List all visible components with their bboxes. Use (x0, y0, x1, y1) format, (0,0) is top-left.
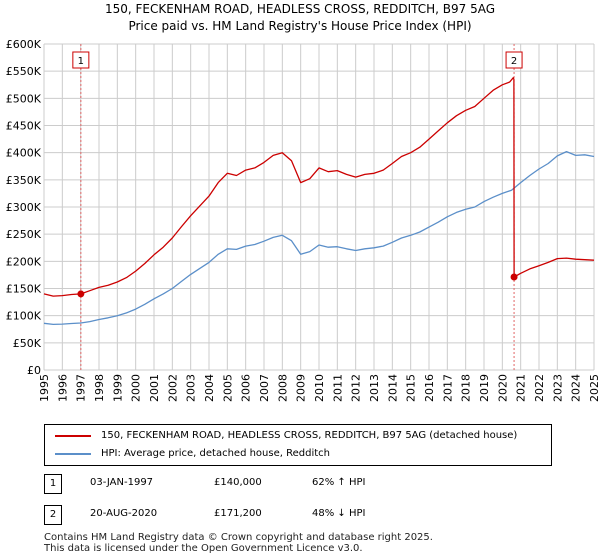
property-series-line (43, 77, 595, 297)
y-tick-label: £300K (6, 201, 42, 214)
sale-point (77, 290, 85, 298)
x-tick-label: 2013 (368, 374, 381, 402)
x-tick-label: 2015 (405, 374, 418, 402)
legend-item-hpi: HPI: Average price, detached house, Redd… (45, 445, 551, 463)
legend-swatch-property (55, 435, 91, 437)
x-axis: 1995 1996 1997 1998 1999 2000 2001 2002 2003 2004… (38, 374, 600, 402)
sale-row: 2 20-AUG-2020 £171,200 48% ↓ HPI (44, 505, 564, 525)
sale-row: 1 03-JAN-1997 £140,000 62% ↑ HPI (44, 474, 564, 494)
y-tick-label: £400K (6, 147, 42, 160)
y-tick-label: £550K (6, 65, 42, 78)
y-tick-label: £500K (6, 92, 42, 105)
x-tick-label: 2016 (423, 374, 436, 402)
x-tick-label: 2005 (221, 374, 234, 402)
x-tick-label: 2012 (350, 374, 363, 402)
sale-number-badge: 2 (44, 505, 62, 525)
x-tick-label: 1998 (93, 374, 106, 402)
x-tick-label: 2014 (386, 374, 399, 402)
legend-label-hpi: HPI: Average price, detached house, Redd… (101, 448, 330, 459)
sale-label-text: 1 (78, 56, 84, 67)
sale-price: £140,000 (214, 477, 262, 488)
x-tick-label: 2025 (588, 374, 600, 402)
x-tick-label: 2009 (295, 374, 308, 402)
x-tick-label: 2006 (240, 374, 253, 402)
sale-label-text: 2 (511, 56, 517, 67)
legend-label-property: 150, FECKENHAM ROAD, HEADLESS CROSS, RED… (101, 430, 518, 441)
x-tick-label: 2008 (276, 374, 289, 402)
sale-points (77, 273, 518, 298)
x-tick-label: 2024 (570, 374, 583, 402)
x-tick-label: 2019 (478, 374, 491, 402)
series-lines (43, 77, 595, 326)
y-tick-label: £150K (6, 283, 42, 296)
x-tick-label: 2018 (460, 374, 473, 402)
y-tick-label: £350K (6, 174, 42, 187)
y-tick-label: £200K (6, 255, 42, 268)
y-tick-label: £100K (6, 310, 42, 323)
sale-label-box (72, 51, 90, 69)
gridlines (43, 43, 595, 371)
sale-hpi-diff: 48% ↓ HPI (312, 508, 366, 519)
sale-point (510, 273, 518, 281)
x-tick-label: 1996 (56, 374, 69, 402)
x-tick-label: 2002 (166, 374, 179, 402)
x-tick-label: 2022 (533, 374, 546, 402)
y-tick-label: £600K (6, 38, 42, 51)
x-tick-label: 1999 (111, 374, 124, 402)
price-chart: £0 £50K £100K £150K £200K £250K £300K £350K £400… (6, 38, 600, 402)
y-axis: £0 £50K £100K £150K £200K £250K £300K £350K £400… (6, 38, 42, 377)
x-tick-label: 2010 (313, 374, 326, 402)
x-tick-label: 1997 (75, 374, 88, 402)
chart-legend: 150, FECKENHAM ROAD, HEADLESS CROSS, RED… (44, 424, 552, 466)
sale-number-badge: 1 (44, 474, 62, 494)
x-tick-label: 1995 (38, 374, 51, 402)
hpi-series-line (43, 150, 595, 326)
x-tick-label: 2017 (441, 374, 454, 402)
chart-subtitle: Price paid vs. HM Land Registry's House … (128, 19, 472, 33)
legend-item-property: 150, FECKENHAM ROAD, HEADLESS CROSS, RED… (45, 427, 551, 445)
x-tick-label: 2004 (203, 374, 216, 402)
legend-swatch-hpi (55, 453, 91, 455)
sale-label-box (505, 51, 523, 69)
sale-hpi-diff: 62% ↑ HPI (312, 477, 366, 488)
x-tick-label: 2007 (258, 374, 271, 402)
x-tick-label: 2020 (496, 374, 509, 402)
x-tick-label: 2001 (148, 374, 161, 402)
y-tick-label: £450K (6, 120, 42, 133)
sale-date: 20-AUG-2020 (90, 508, 158, 519)
y-tick-label: £50K (13, 337, 42, 350)
y-tick-label: £250K (6, 228, 42, 241)
x-tick-label: 2003 (185, 374, 198, 402)
x-tick-label: 2023 (551, 374, 564, 402)
x-tick-label: 2011 (331, 374, 344, 402)
y-tick-label: £0 (27, 364, 41, 377)
footer-copyright: Contains HM Land Registry data © Crown c… (44, 532, 433, 543)
footer-licence: This data is licensed under the Open Gov… (44, 543, 363, 554)
x-tick-label: 2021 (515, 374, 528, 402)
sale-price: £171,200 (214, 508, 262, 519)
chart-title: 150, FECKENHAM ROAD, HEADLESS CROSS, RED… (104, 2, 496, 16)
sale-date: 03-JAN-1997 (90, 477, 154, 488)
x-tick-label: 2000 (130, 374, 143, 402)
